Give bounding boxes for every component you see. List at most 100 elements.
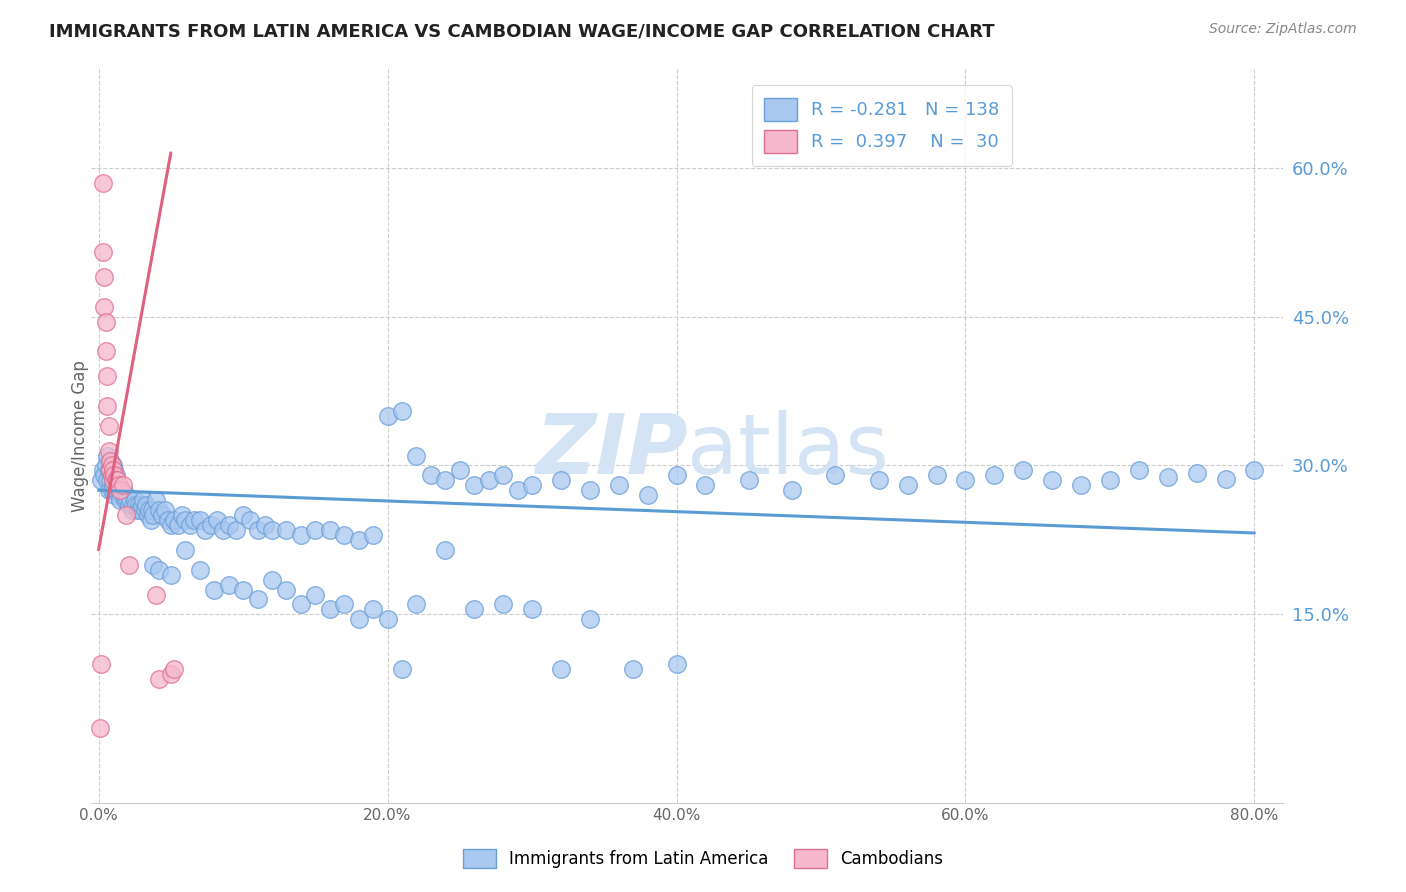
- Point: [463, 478, 485, 492]
- Text: IMMIGRANTS FROM LATIN AMERICA VS CAMBODIAN WAGE/INCOME GAP CORRELATION CHART: IMMIGRANTS FROM LATIN AMERICA VS CAMBODI…: [49, 22, 995, 40]
- Point: [98, 463, 121, 477]
- Point: [607, 478, 630, 492]
- Point: [246, 592, 269, 607]
- Point: [211, 523, 233, 537]
- Point: [260, 573, 283, 587]
- Point: [96, 399, 118, 413]
- Point: [319, 523, 342, 537]
- Point: [492, 468, 515, 483]
- Point: [129, 503, 152, 517]
- Point: [150, 508, 173, 522]
- Point: [405, 449, 427, 463]
- Point: [153, 503, 176, 517]
- Point: [124, 493, 146, 508]
- Point: [419, 468, 441, 483]
- Point: [579, 612, 602, 626]
- Point: [290, 528, 312, 542]
- Point: [665, 468, 688, 483]
- Point: [128, 498, 150, 512]
- Point: [179, 518, 201, 533]
- Point: [118, 498, 141, 512]
- Point: [104, 483, 127, 498]
- Point: [118, 558, 141, 572]
- Point: [1243, 463, 1265, 477]
- Point: [98, 474, 121, 488]
- Point: [111, 483, 134, 498]
- Point: [319, 602, 342, 616]
- Point: [134, 503, 156, 517]
- Point: [188, 513, 211, 527]
- Point: [101, 474, 124, 488]
- Point: [104, 474, 127, 488]
- Point: [347, 533, 370, 547]
- Point: [148, 563, 170, 577]
- Point: [506, 483, 529, 498]
- Point: [101, 458, 124, 473]
- Point: [276, 523, 298, 537]
- Point: [114, 493, 136, 508]
- Point: [148, 672, 170, 686]
- Point: [117, 493, 139, 508]
- Point: [107, 483, 129, 498]
- Point: [377, 612, 399, 626]
- Point: [115, 488, 138, 502]
- Point: [91, 463, 114, 477]
- Point: [1157, 470, 1180, 484]
- Point: [97, 443, 120, 458]
- Point: [105, 478, 128, 492]
- Point: [925, 468, 948, 483]
- Point: [93, 300, 115, 314]
- Point: [125, 498, 148, 512]
- Point: [1215, 472, 1237, 486]
- Point: [174, 513, 197, 527]
- Point: [463, 602, 485, 616]
- Point: [131, 498, 153, 512]
- Point: [361, 602, 384, 616]
- Point: [1185, 467, 1208, 481]
- Point: [163, 513, 186, 527]
- Point: [100, 468, 122, 483]
- Point: [434, 542, 457, 557]
- Point: [96, 369, 118, 384]
- Point: [110, 483, 132, 498]
- Point: [100, 468, 122, 483]
- Point: [304, 587, 326, 601]
- Point: [135, 498, 157, 512]
- Point: [100, 458, 122, 473]
- Point: [141, 503, 163, 517]
- Point: [136, 508, 159, 522]
- Point: [391, 404, 413, 418]
- Point: [347, 612, 370, 626]
- Point: [159, 667, 181, 681]
- Point: [98, 453, 121, 467]
- Point: [163, 662, 186, 676]
- Point: [520, 602, 543, 616]
- Point: [174, 542, 197, 557]
- Point: [110, 493, 132, 508]
- Point: [103, 488, 125, 502]
- Point: [1128, 463, 1150, 477]
- Point: [120, 493, 142, 508]
- Point: [96, 474, 118, 488]
- Point: [1012, 463, 1035, 477]
- Point: [391, 662, 413, 676]
- Point: [1070, 478, 1092, 492]
- Point: [145, 587, 167, 601]
- Point: [868, 474, 890, 488]
- Point: [156, 513, 179, 527]
- Point: [276, 582, 298, 597]
- Point: [225, 523, 247, 537]
- Point: [101, 463, 124, 477]
- Point: [159, 518, 181, 533]
- Point: [304, 523, 326, 537]
- Point: [232, 582, 254, 597]
- Point: [90, 474, 112, 488]
- Point: [333, 528, 356, 542]
- Point: [695, 478, 717, 492]
- Point: [94, 344, 117, 359]
- Point: [449, 463, 471, 477]
- Point: [520, 478, 543, 492]
- Point: [550, 474, 572, 488]
- Text: Source: ZipAtlas.com: Source: ZipAtlas.com: [1209, 22, 1357, 37]
- Point: [167, 518, 190, 533]
